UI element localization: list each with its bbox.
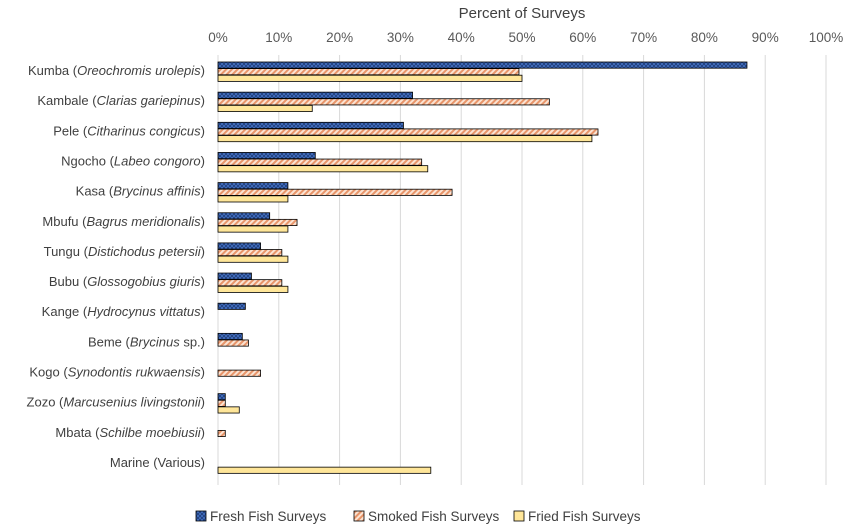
category-label: Ngocho (Labeo congoro)	[61, 153, 205, 168]
x-tick-label: 70%	[630, 30, 657, 45]
category-label: Tungu (Distichodus petersii)	[44, 244, 205, 259]
bar	[217, 61, 748, 69]
bar	[217, 279, 283, 287]
category-label: Marine (Various)	[110, 455, 205, 470]
bar	[217, 74, 523, 82]
category-label: Mbufu (Bagrus meridionalis)	[42, 214, 205, 229]
bar	[217, 195, 289, 203]
bar	[217, 165, 429, 173]
bar	[217, 104, 313, 112]
category-label: Mbata (Schilbe moebiusii)	[55, 425, 205, 440]
x-tick-label: 10%	[265, 30, 292, 45]
bar	[217, 369, 261, 377]
gridlines	[217, 55, 827, 485]
bar	[217, 249, 283, 257]
x-tick-label: 80%	[691, 30, 718, 45]
category-label: Kumba (Oreochromis urolepis)	[28, 63, 205, 78]
bar	[217, 152, 316, 160]
x-tick-label: 90%	[752, 30, 779, 45]
legend-label: Fried Fish Surveys	[528, 509, 641, 524]
x-tick-label: 100%	[809, 30, 844, 45]
bar	[217, 466, 432, 474]
category-labels: Kumba (Oreochromis urolepis) Kambale (Cla…	[27, 63, 205, 470]
bar	[217, 272, 252, 280]
bar	[217, 98, 550, 106]
category-label: Kambale (Clarias gariepinus)	[37, 93, 205, 108]
x-tick-label: 60%	[569, 30, 596, 45]
legend: Fresh Fish Surveys Smoked Fish Surveys Fri…	[195, 509, 641, 524]
category-label: Bubu (Glossogobius giuris)	[49, 274, 205, 289]
bar	[217, 218, 298, 226]
bar	[217, 158, 423, 166]
bar	[217, 255, 289, 263]
bar	[217, 121, 404, 129]
legend-swatch	[195, 510, 207, 522]
bar	[217, 91, 413, 99]
bar	[217, 212, 271, 220]
legend-label: Fresh Fish Surveys	[210, 509, 327, 524]
category-label: Kange (Hydrocynus vittatus)	[42, 304, 205, 319]
category-label: Pele (Citharinus congicus)	[53, 123, 205, 138]
bar	[217, 128, 599, 136]
bar	[217, 302, 246, 310]
legend-swatch	[353, 510, 365, 522]
x-tick-label: 50%	[508, 30, 535, 45]
bar	[217, 406, 240, 414]
x-tick-label: 30%	[387, 30, 414, 45]
category-label: Kasa (Brycinus affinis)	[76, 184, 205, 199]
x-tick-label: 40%	[448, 30, 475, 45]
legend-swatch	[513, 510, 525, 522]
category-label: Kogo (Synodontis rukwaensis)	[29, 365, 205, 380]
bar	[217, 393, 226, 401]
category-label: Zozo (Marcusenius livingstonii)	[27, 395, 205, 410]
bar	[217, 285, 289, 293]
bar	[217, 399, 226, 407]
bar	[217, 135, 593, 143]
bar	[217, 182, 289, 190]
x-axis-title: Percent of Surveys	[459, 5, 586, 22]
category-label: Beme (Brycinus sp.)	[88, 334, 205, 349]
bar	[217, 429, 226, 437]
x-tick-labels: 0% 10% 20% 30% 40% 50% 60% 70% 80% 90% 100%	[208, 30, 843, 45]
bar	[217, 68, 520, 76]
legend-label: Smoked Fish Surveys	[368, 509, 500, 524]
bar	[217, 188, 453, 196]
bar	[217, 332, 243, 340]
bar	[217, 339, 249, 347]
bars	[217, 61, 748, 474]
x-tick-label: 20%	[326, 30, 353, 45]
x-tick-label: 0%	[208, 30, 228, 45]
bar	[217, 225, 289, 233]
bar	[217, 242, 261, 250]
